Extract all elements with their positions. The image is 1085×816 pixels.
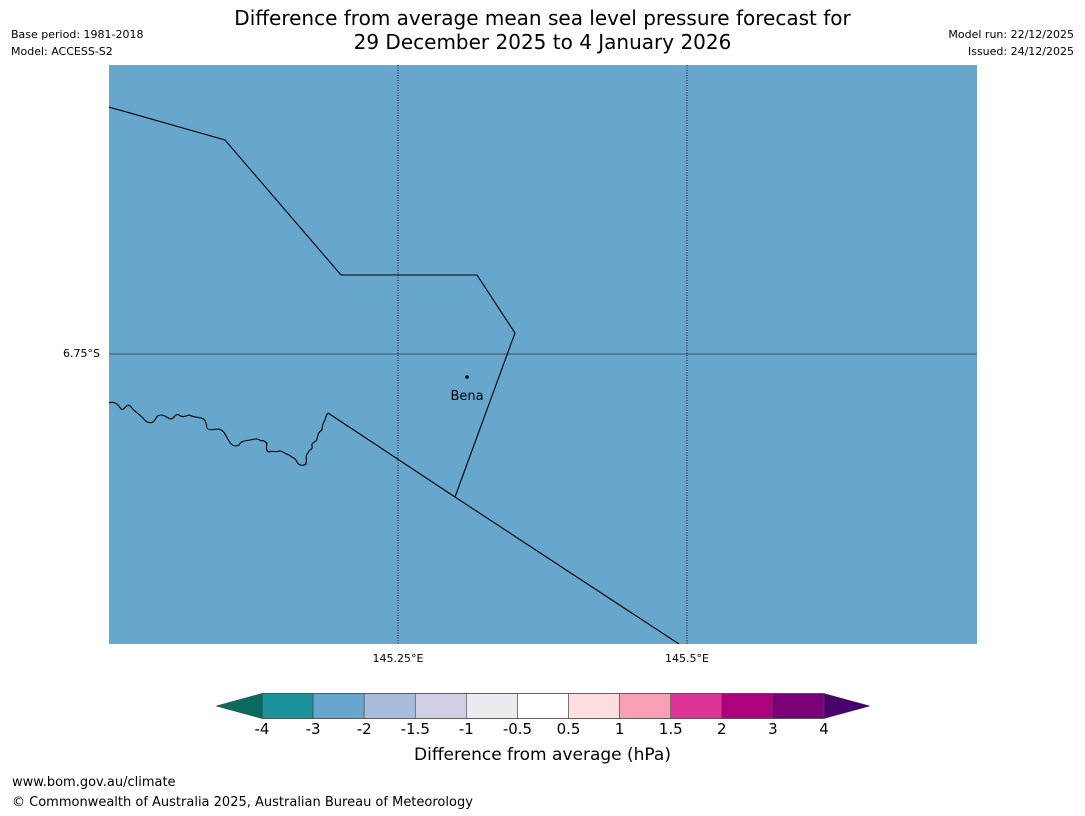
lon-label-145-25: 145.25°E bbox=[372, 652, 424, 665]
colorbar-tick-label: 1.5 bbox=[658, 720, 683, 738]
colorbar-segment bbox=[363, 693, 416, 719]
colorbar-tick-label: -2 bbox=[356, 720, 372, 738]
meta-right: Model run: 22/12/2025 Issued: 24/12/2025 bbox=[948, 26, 1074, 60]
colorbar-tick-label: 4 bbox=[819, 720, 829, 738]
colorbar-tick-label: -4 bbox=[254, 720, 270, 738]
colorbar-segment bbox=[517, 693, 569, 719]
colorbar-tick-label: -3 bbox=[305, 720, 321, 738]
lat-label-6-75: 6.75°S bbox=[63, 347, 100, 360]
colorbar-tick-label: 0.5 bbox=[556, 720, 581, 738]
colorbar-label: Difference from average (hPa) bbox=[414, 745, 671, 765]
footer-copyright: © Commonwealth of Australia 2025, Austra… bbox=[12, 795, 473, 810]
meta-left: Base period: 1981-2018 Model: ACCESS-S2 bbox=[11, 26, 143, 60]
colorbar-tick-label: -0.5 bbox=[502, 720, 533, 738]
issued-date: Issued: 24/12/2025 bbox=[967, 45, 1074, 58]
town-label: Bena bbox=[450, 389, 484, 404]
title-line-1: Difference from average mean sea level p… bbox=[234, 6, 851, 30]
colorbar bbox=[216, 693, 870, 719]
colorbar-segment bbox=[261, 693, 314, 719]
colorbar-under-arrow bbox=[216, 693, 263, 719]
province-boundary-south bbox=[327, 412, 680, 644]
colorbar-segment bbox=[619, 693, 672, 719]
colorbar-segment bbox=[414, 693, 467, 719]
colorbar-tick-label: 1 bbox=[614, 720, 625, 738]
model-name: Model: ACCESS-S2 bbox=[11, 45, 113, 58]
colorbar-segments bbox=[261, 693, 825, 719]
map-svg bbox=[109, 65, 977, 644]
colorbar-segment bbox=[466, 693, 518, 719]
title-line-2: 29 December 2025 to 4 January 2026 bbox=[353, 30, 732, 54]
colorbar-tick-label: 2 bbox=[717, 720, 727, 738]
town-marker bbox=[465, 375, 469, 379]
province-boundary-west bbox=[109, 401, 329, 466]
map-panel bbox=[109, 65, 977, 644]
colorbar-segment bbox=[312, 693, 365, 719]
colorbar-over-arrow bbox=[823, 693, 870, 719]
colorbar-tick-label: 3 bbox=[768, 720, 778, 738]
footer-url[interactable]: www.bom.gov.au/climate bbox=[12, 775, 176, 790]
colorbar-segment bbox=[670, 693, 723, 719]
colorbar-segment bbox=[721, 693, 774, 719]
colorbar-segment bbox=[772, 693, 825, 719]
colorbar-tick-label: -1.5 bbox=[400, 720, 430, 738]
colorbar-outline bbox=[261, 693, 825, 719]
lon-label-145-5: 145.5°E bbox=[665, 652, 709, 665]
base-period: Base period: 1981-2018 bbox=[11, 28, 144, 41]
model-run: Model run: 22/12/2025 bbox=[948, 28, 1074, 41]
map-title: Difference from average mean sea level p… bbox=[0, 6, 1085, 54]
province-boundary-north bbox=[109, 106, 516, 498]
colorbar-tick-label: -1 bbox=[458, 720, 474, 738]
colorbar-segment bbox=[568, 693, 620, 719]
